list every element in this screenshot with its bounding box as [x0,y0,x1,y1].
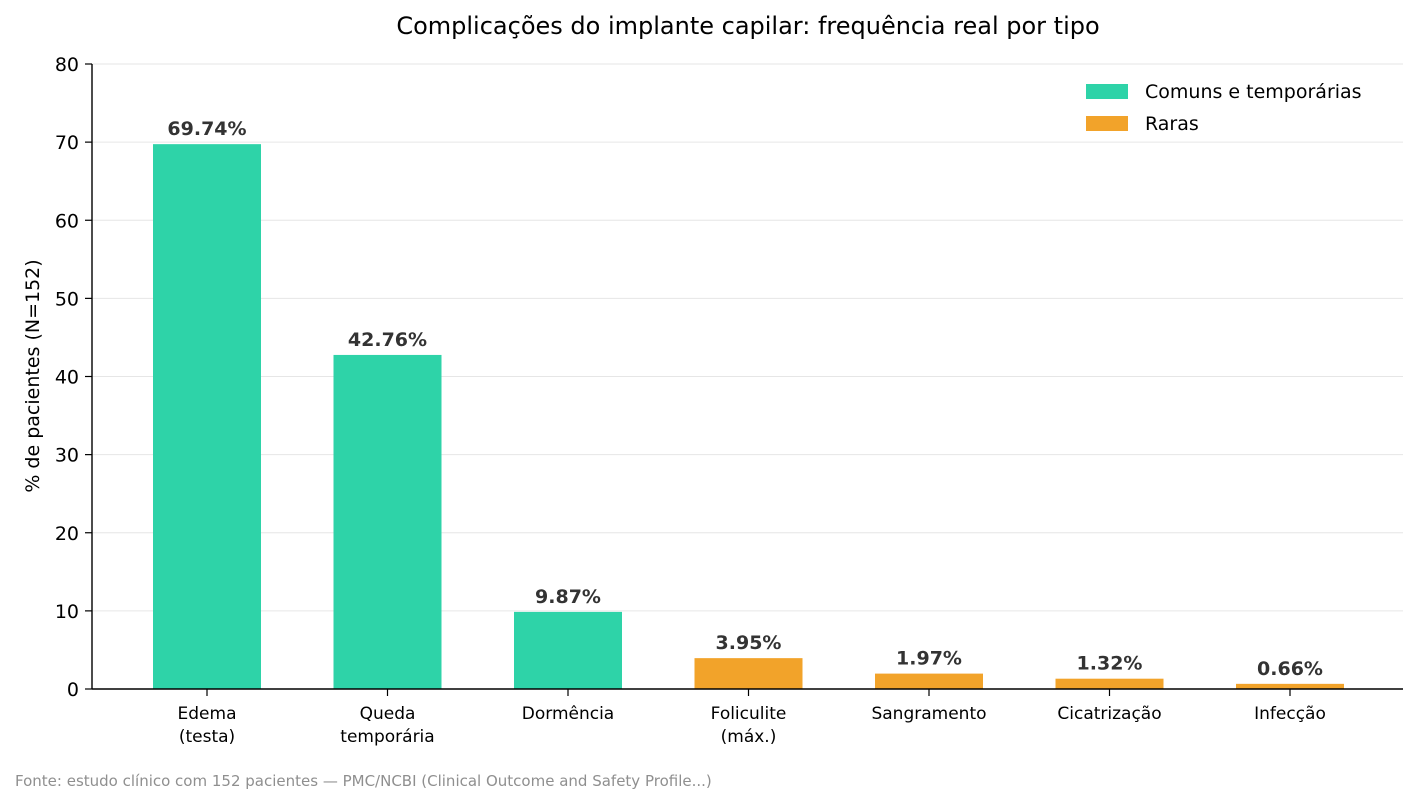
chart-title: Complicações do implante capilar: frequê… [396,12,1099,40]
legend-swatch [1086,84,1128,99]
x-tick-label: Infecção [1254,704,1326,724]
source-note: Fonte: estudo clínico com 152 pacientes … [15,772,712,790]
bar-value-label: 69.74% [167,118,246,140]
bar [153,144,261,689]
x-tick-label: Sangramento [871,704,986,724]
bar-value-label: 0.66% [1257,658,1323,680]
bars: 69.74% 42.76% 9.87% 3.95% 1.97% 1.32% 0.66% [153,118,1344,689]
bar-value-label: 9.87% [535,586,601,608]
x-tick-label: (máx.) [721,727,777,747]
x-tick-label: Dormência [522,704,614,724]
bar [1236,683,1344,689]
grid [92,63,1403,612]
x-tick-label: Edema [178,704,237,724]
y-tick-label: 30 [55,445,79,467]
axes: 0 10 20 30 40 50 60 70 80 Edema (testa) Queda tempor… [55,54,1403,747]
y-axis-label: % de pacientes (N=152) [22,259,44,492]
bar-value-label: 1.97% [896,648,962,670]
y-tick-label: 0 [67,679,79,701]
legend: Comuns e temporárias Raras [1086,81,1362,135]
x-tick-label: temporária [340,727,434,747]
x-tick-label: Cicatrização [1057,704,1161,724]
bar-value-label: 1.32% [1077,653,1143,675]
bar [514,611,622,689]
legend-swatch [1086,116,1128,131]
bar-value-label: 42.76% [348,329,427,351]
bar [694,658,803,689]
y-tick-label: 40 [55,367,79,389]
y-tick-label: 60 [55,210,79,232]
bar [1055,678,1164,689]
legend-label: Raras [1145,113,1199,135]
x-tick-label: (testa) [179,727,235,747]
bar-value-label: 3.95% [716,632,782,654]
legend-label: Comuns e temporárias [1145,81,1362,103]
bar [333,354,442,689]
y-tick-label: 50 [55,288,79,310]
y-tick-label: 70 [55,132,79,154]
x-tick-label: Queda [360,704,416,724]
y-tick-label: 80 [55,54,79,76]
y-tick-label: 10 [55,601,79,623]
x-tick-label: Foliculite [711,704,787,724]
bar [875,673,983,689]
y-tick-label: 20 [55,523,79,545]
